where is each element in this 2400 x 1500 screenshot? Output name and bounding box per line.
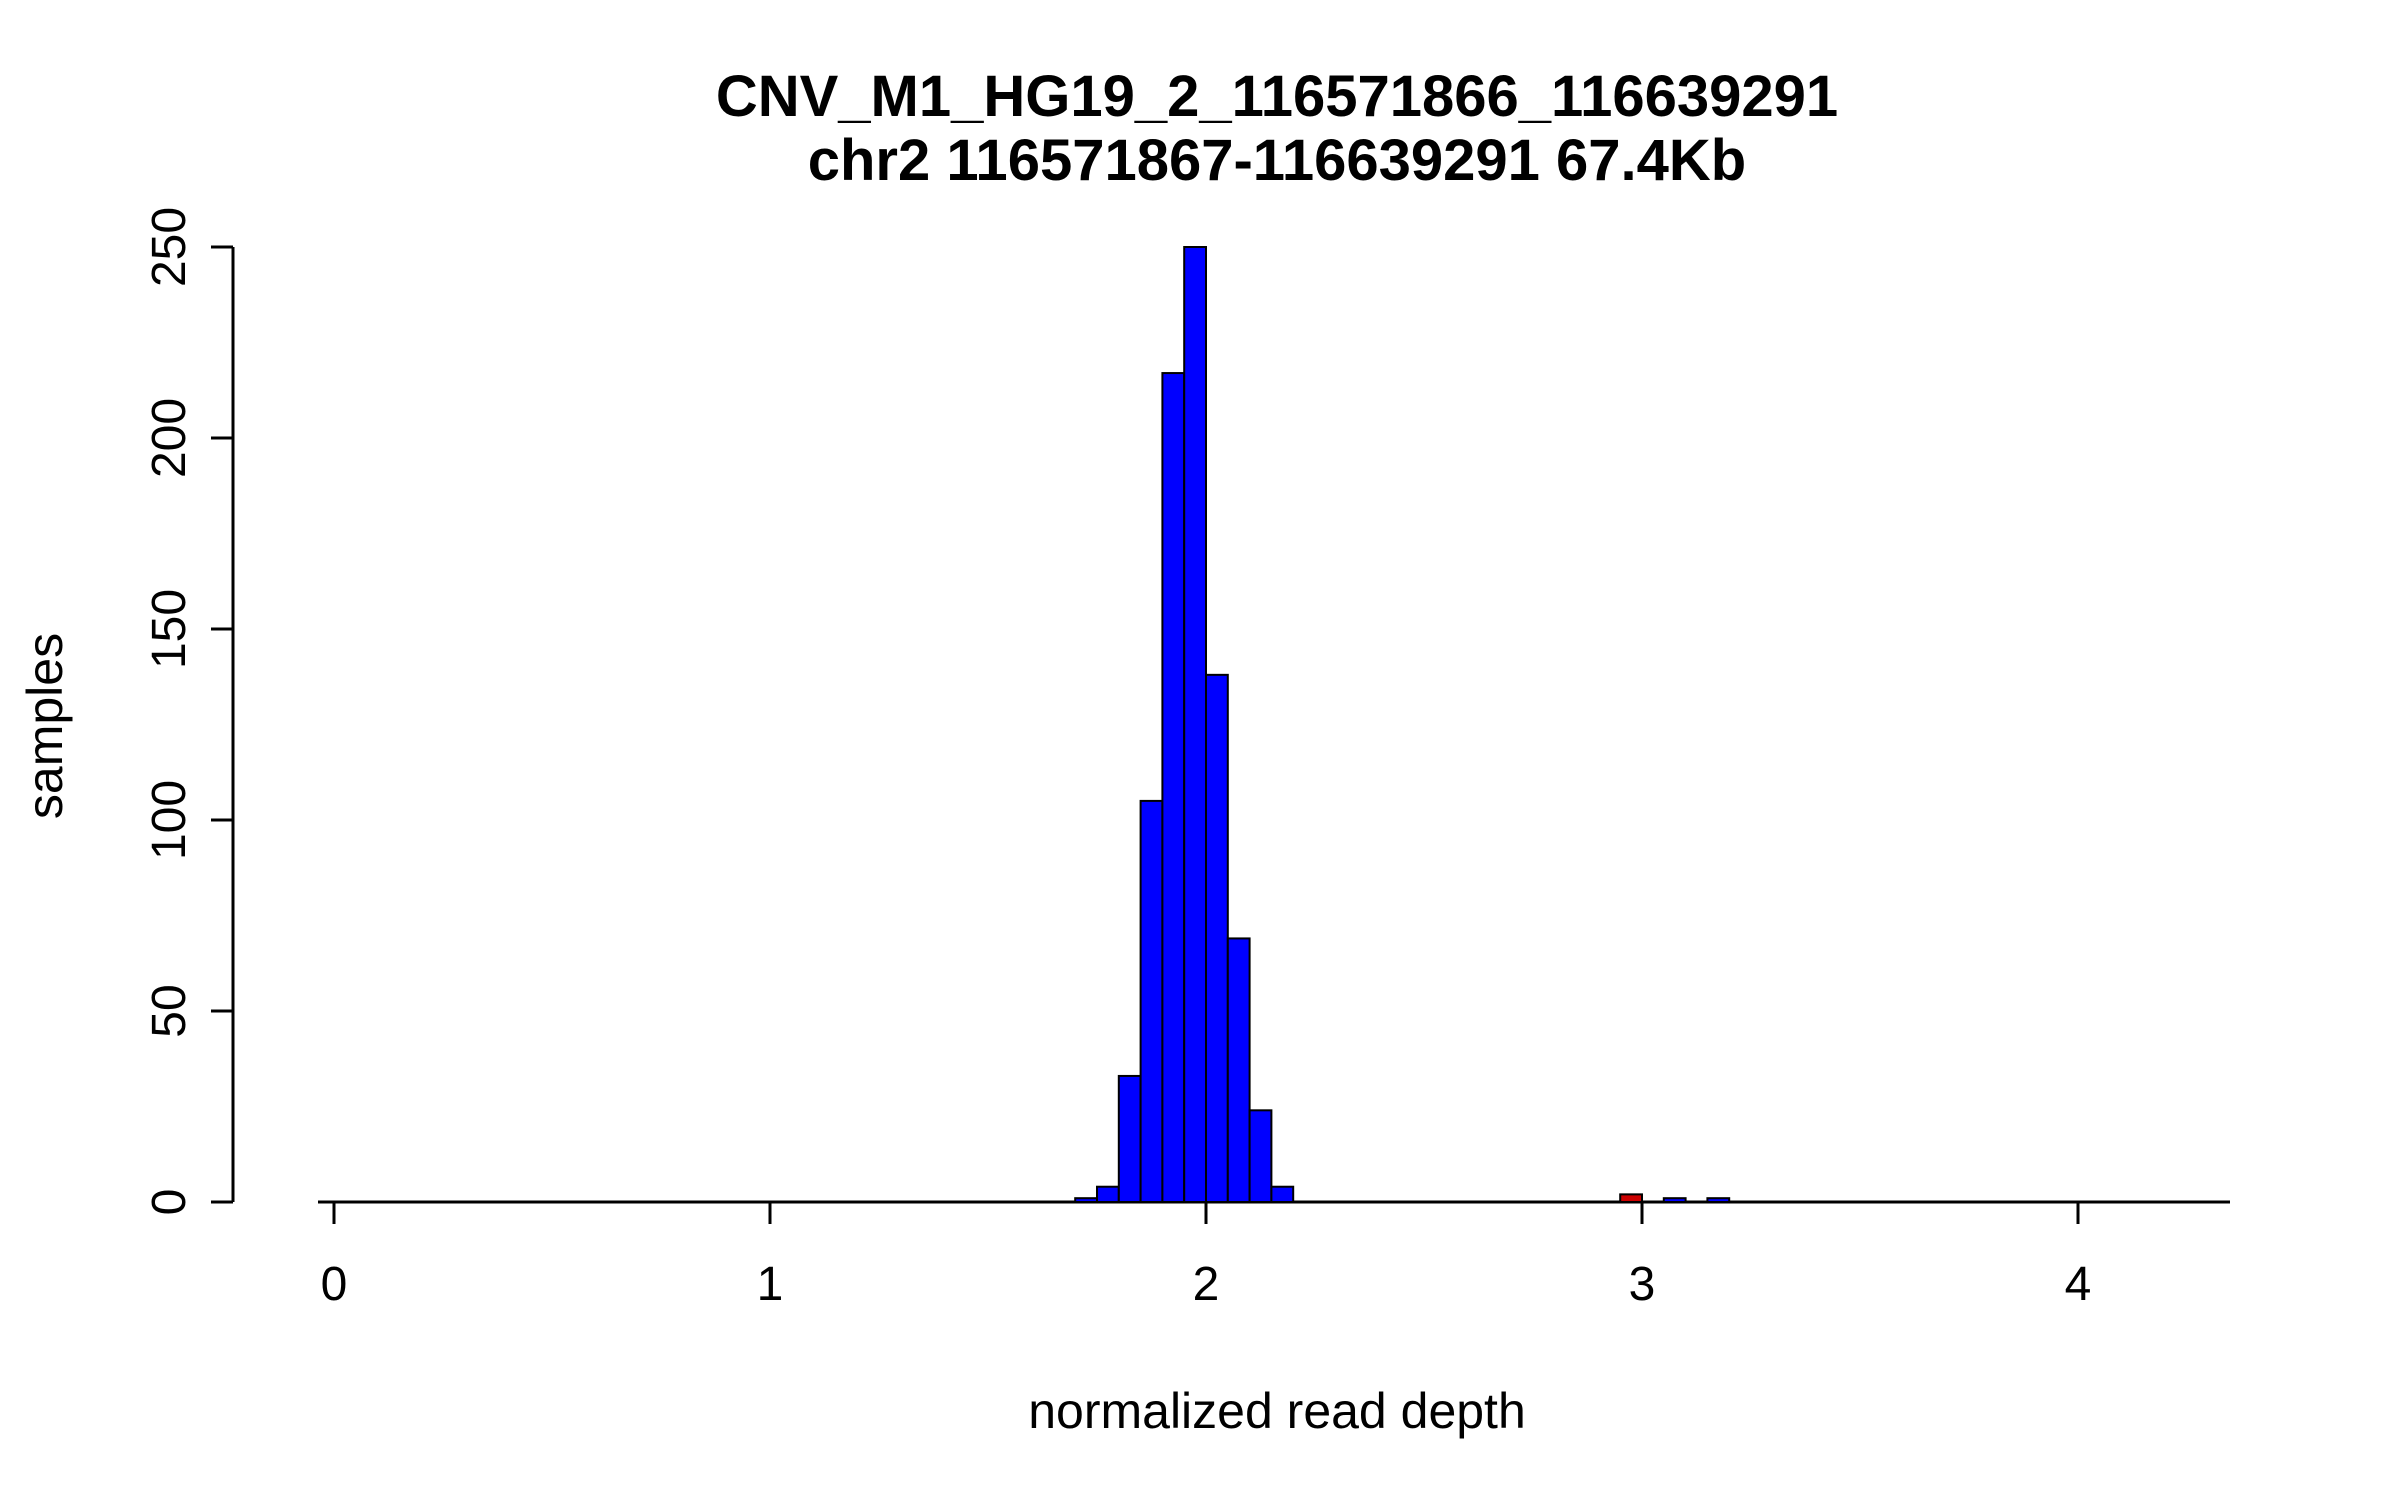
x-tick-label: 3 (1629, 1258, 1656, 1311)
histogram-bar (1096, 1185, 1120, 1203)
histogram-bar (1706, 1197, 1731, 1204)
histogram-bar (1270, 1185, 1295, 1203)
y-tick-label: 100 (143, 780, 196, 860)
y-tick-label: 0 (143, 1189, 196, 1216)
bars-group (1074, 246, 1731, 1204)
histogram-bar (1248, 1109, 1273, 1203)
x-axis-title: normalized read depth (1028, 1383, 1526, 1439)
y-tick-label: 250 (143, 207, 196, 287)
x-tick-label: 1 (757, 1258, 784, 1311)
histogram-bar (1117, 1074, 1142, 1203)
chart-subtitle: chr2 116571867-116639291 67.4Kb (808, 128, 1746, 193)
histogram-bar (1205, 673, 1229, 1203)
histogram-bar (1183, 246, 1207, 1203)
histogram-bar (1161, 372, 1186, 1203)
histogram-bar (1074, 1197, 1098, 1204)
chart-title: CNV_M1_HG19_2_116571866_116639291 (716, 64, 1838, 129)
histogram-bar (1139, 799, 1164, 1204)
x-tick-label: 2 (1193, 1258, 1220, 1311)
x-tick-label: 0 (321, 1258, 348, 1311)
y-tick-label: 200 (143, 398, 196, 478)
histogram-bar-highlighted (1619, 1193, 1643, 1203)
y-axis-title: samples (17, 633, 73, 819)
axes: 0 1 2 3 4 0 50 100 150 200 250 (143, 207, 2230, 1311)
y-tick-label: 150 (143, 589, 196, 669)
histogram-bar (1662, 1197, 1687, 1204)
histogram-bar (1226, 937, 1251, 1203)
y-tick-label: 50 (143, 984, 196, 1037)
x-tick-label: 4 (2065, 1258, 2092, 1311)
